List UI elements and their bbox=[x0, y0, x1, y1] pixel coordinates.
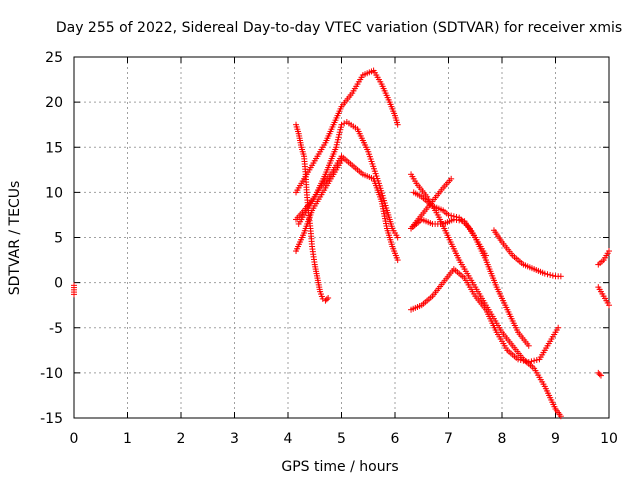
data-point bbox=[334, 139, 341, 146]
data-point bbox=[557, 413, 564, 420]
data-point bbox=[334, 136, 341, 143]
data-point bbox=[606, 248, 612, 255]
data-point bbox=[544, 271, 551, 278]
data-point bbox=[595, 369, 602, 376]
x-tick-label: 5 bbox=[337, 431, 346, 447]
y-tick-label: 15 bbox=[45, 140, 63, 156]
data-series bbox=[408, 175, 455, 232]
data-point bbox=[555, 324, 562, 331]
data-point bbox=[338, 157, 345, 164]
data-point bbox=[547, 271, 554, 278]
data-point bbox=[520, 357, 527, 364]
data-point bbox=[338, 121, 345, 128]
data-point bbox=[533, 357, 540, 364]
data-point bbox=[394, 257, 401, 264]
data-point bbox=[606, 302, 612, 309]
y-tick-label: 0 bbox=[54, 276, 63, 292]
data-point bbox=[335, 134, 342, 141]
data-point bbox=[448, 175, 455, 182]
data-point bbox=[528, 358, 535, 365]
data-point bbox=[596, 371, 603, 378]
x-tick-label: 2 bbox=[177, 431, 186, 447]
y-tick-labels: -15 -10 -5 0 5 10 15 20 25 bbox=[40, 50, 63, 427]
data-point bbox=[482, 252, 489, 259]
data-point bbox=[515, 356, 522, 363]
data-series bbox=[71, 282, 77, 298]
y-tick-label: -15 bbox=[40, 411, 63, 427]
y-tick-label: 10 bbox=[45, 185, 63, 201]
y-tick-label: -10 bbox=[40, 366, 63, 382]
data-point bbox=[325, 294, 332, 301]
data-series bbox=[595, 284, 612, 309]
data-point bbox=[597, 372, 604, 379]
data-series bbox=[410, 189, 489, 259]
data-point bbox=[448, 212, 455, 219]
x-tick-label: 3 bbox=[230, 431, 239, 447]
data-point bbox=[557, 273, 564, 280]
data-point bbox=[323, 296, 330, 303]
data-series bbox=[293, 121, 332, 304]
data-series bbox=[293, 118, 401, 241]
data-point bbox=[525, 359, 532, 366]
y-axis-label: SDTVAR / TECUs bbox=[7, 181, 23, 296]
data-point bbox=[453, 213, 460, 220]
data-point bbox=[549, 272, 556, 279]
data-point bbox=[333, 144, 340, 151]
x-tick-label: 0 bbox=[70, 431, 79, 447]
y-tick-label: 5 bbox=[54, 231, 63, 247]
y-tick-label: 25 bbox=[45, 50, 63, 66]
data-series bbox=[408, 266, 562, 366]
data-point bbox=[337, 126, 344, 133]
x-tick-labels: 0 1 2 3 4 5 6 7 8 9 10 bbox=[70, 431, 618, 447]
data-series bbox=[295, 153, 401, 264]
x-tick-label: 4 bbox=[284, 431, 293, 447]
data-point bbox=[336, 131, 343, 138]
y-tick-label: 20 bbox=[45, 95, 63, 111]
data-point bbox=[531, 357, 538, 364]
data-series bbox=[490, 227, 564, 280]
data-point bbox=[71, 291, 77, 298]
x-tick-label: 7 bbox=[444, 431, 453, 447]
chart-title: Day 255 of 2022, Sidereal Day-to-day VTE… bbox=[56, 20, 622, 36]
data-point bbox=[450, 213, 457, 220]
y-tick-label: -5 bbox=[49, 321, 63, 337]
data-points bbox=[71, 67, 612, 420]
data-series bbox=[293, 157, 345, 255]
data-point bbox=[337, 124, 344, 131]
data-point bbox=[445, 211, 452, 218]
data-series bbox=[595, 369, 604, 379]
data-point bbox=[333, 141, 340, 148]
x-tick-label: 9 bbox=[551, 431, 560, 447]
x-axis-label: GPS time / hours bbox=[281, 459, 398, 475]
data-point bbox=[322, 297, 329, 304]
data-series bbox=[293, 67, 401, 196]
data-point bbox=[517, 357, 524, 364]
data-point bbox=[394, 234, 401, 241]
x-tick-label: 8 bbox=[498, 431, 507, 447]
x-tick-label: 6 bbox=[391, 431, 400, 447]
data-point bbox=[525, 342, 532, 349]
data-point bbox=[336, 129, 343, 136]
data-series bbox=[408, 171, 564, 420]
axis-ticks bbox=[73, 56, 610, 419]
data-point bbox=[394, 121, 401, 128]
data-series bbox=[595, 248, 612, 268]
x-tick-label: 10 bbox=[600, 431, 618, 447]
x-tick-label: 1 bbox=[123, 431, 132, 447]
data-point bbox=[541, 270, 548, 277]
data-point bbox=[523, 358, 530, 365]
